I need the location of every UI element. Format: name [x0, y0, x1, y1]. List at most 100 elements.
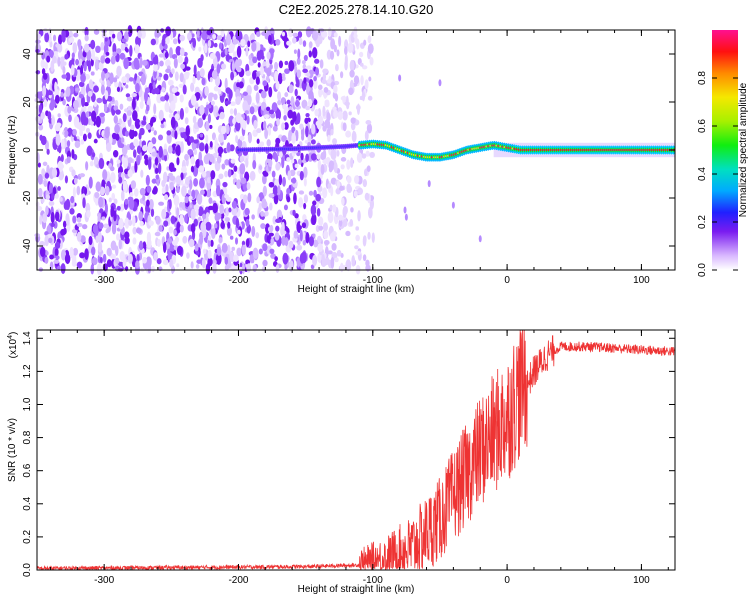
spectrogram-noise-blob [38, 124, 44, 131]
spectrogram-noise-blob [356, 152, 363, 163]
spectrogram-noise-blob [353, 33, 358, 39]
spectrogram-noise-blob [153, 130, 157, 136]
spectrogram-noise-blob [286, 40, 292, 46]
spectrogram-noise-blob [65, 215, 70, 226]
spectrogram-noise-blob [41, 52, 46, 60]
spectrogram-noise-blob [362, 254, 367, 262]
spectrogram-noise-blob [366, 123, 373, 134]
spectrogram-noise-blob [244, 207, 250, 216]
spectrogram-noise-blob [169, 175, 176, 181]
spectrogram-noise-blob [99, 186, 106, 196]
spectrogram-noise-blob [100, 84, 105, 95]
spectrogram-noise-blob [341, 264, 347, 270]
spectrogram-noise-blob [60, 154, 64, 162]
spectrogram-noise-blob [295, 82, 300, 88]
spectrogram-noise-blob [62, 65, 66, 75]
spectrogram-ylabel: Frequency (Hz) [7, 116, 18, 185]
spectrogram-noise-blob [76, 231, 82, 242]
spectrogram-noise-blob [268, 109, 275, 115]
spectrogram-noise-blob [116, 159, 121, 164]
spectrogram-noise-blob [69, 208, 75, 215]
spectrogram-noise-blob [139, 187, 146, 196]
spectrogram-noise-blob [94, 191, 100, 199]
spectrogram-noise-blob [60, 138, 65, 150]
spectrogram-noise-blob [168, 226, 174, 234]
spectrogram-noise-blob [367, 95, 373, 101]
spectrogram-noise-blob [47, 111, 52, 120]
spectrogram-noise-blob [326, 111, 330, 122]
spectrogram-noise-blob [253, 84, 259, 91]
spectrogram-noise-blob [78, 93, 84, 99]
spectrogram-noise-blob [127, 25, 133, 37]
spectrogram-noise-blob [301, 60, 306, 65]
spectrogram-noise-blob [54, 193, 59, 199]
spectrogram-noise-blob [260, 223, 266, 229]
spectrogram-noise-blob [158, 145, 163, 158]
spectrogram-noise-blob [348, 111, 352, 116]
spectrogram-noise-blob [147, 158, 152, 170]
spectrogram-noise-blob [229, 108, 234, 115]
spectrogram-noise-blob [125, 48, 129, 53]
spectrogram-noise-blob [222, 181, 228, 188]
spectrogram-noise-blob [323, 87, 329, 93]
spectrogram-noise-blob [322, 68, 329, 74]
spectrogram-noise-blob [275, 225, 280, 232]
spectrogram-noise-blob [330, 256, 335, 269]
spectrogram-noise-blob [257, 62, 261, 68]
spectrogram-noise-blob [236, 179, 242, 189]
spectrogram-noise-blob [248, 54, 252, 61]
spectrogram-noise-blob [155, 32, 162, 37]
spectrogram-noise-blob [337, 173, 343, 180]
spectrogram-noise-blob [242, 194, 248, 204]
spectrogram-noise-blob [52, 51, 59, 56]
spectrogram-noise-blob [288, 129, 293, 142]
spectrogram-noise-blob [100, 55, 106, 64]
spectrogram-noise-blob [151, 137, 157, 145]
snr-xtick-label: -100 [363, 575, 383, 586]
spectrogram-noise-blob [205, 120, 210, 132]
spectrogram-noise-blob [281, 135, 287, 143]
spectrogram-noise-blob [242, 91, 248, 96]
spectrogram-noise-blob [228, 91, 232, 102]
spectrogram-noise-blob [82, 224, 88, 230]
spectrogram-noise-blob [286, 187, 291, 195]
figure-title: C2E2.2025.278.14.10.G20 [279, 2, 434, 17]
spectrogram-noise-blob [104, 37, 108, 42]
spectrogram-noise-blob [50, 211, 55, 224]
spectrogram-noise-blob [296, 69, 302, 79]
spectrogram-noise-blob [365, 150, 370, 157]
spectrogram-noise-blob [124, 231, 130, 239]
spectrogram-noise-blob [82, 133, 87, 142]
spectrogram-noise-blob [361, 65, 368, 70]
spectrogram-noise-blob [193, 204, 200, 211]
spectrogram-noise-blob [286, 157, 291, 163]
spectrogram-noise-blob [213, 42, 218, 48]
spectrogram-noise-blob [46, 55, 51, 63]
spectrogram-noise-blob [122, 113, 127, 123]
spectrogram-noise-blob [275, 162, 281, 171]
spectrogram-noise-blob [310, 153, 317, 161]
spectrogram-noise-blob [98, 61, 104, 71]
spectrogram-noise-blob [153, 63, 158, 72]
spectrogram-noise-blob [209, 52, 216, 60]
spectrogram-noise-blob [198, 151, 202, 161]
snr-ytick-label: 1.2 [22, 364, 33, 378]
spectrogram-noise-blob [198, 142, 205, 152]
spectrogram-noise-blob [49, 254, 54, 260]
spectrogram-noise-blob [164, 194, 169, 201]
spectrogram-noise-blob [230, 101, 236, 107]
spectrogram-noise-blob [131, 215, 136, 227]
spectrogram-noise-blob [288, 240, 294, 249]
spectrogram-noise-blob [133, 130, 138, 137]
spectrogram-noise-blob [296, 244, 303, 251]
spectrogram-noise-blob [87, 132, 92, 140]
spectrogram-noise-blob [227, 221, 231, 229]
spectrogram-noise-blob [288, 84, 294, 94]
spectrogram-noise-blob [173, 229, 177, 236]
spectrogram-noise-blob [308, 236, 315, 247]
spectrogram-noise-blob [121, 155, 125, 164]
spectrogram-noise-blob [84, 26, 89, 37]
spectrogram-noise-blob [190, 82, 195, 93]
spectrogram-noise-blob [340, 71, 344, 79]
spectrogram-noise-blob [158, 53, 165, 58]
